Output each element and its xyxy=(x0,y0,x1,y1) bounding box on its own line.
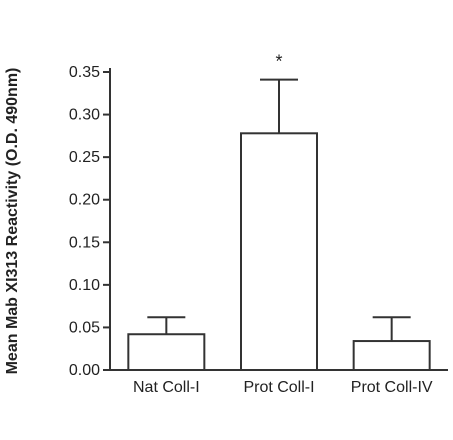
y-tick-label: 0.10 xyxy=(69,277,100,294)
annotations: * xyxy=(275,52,282,72)
x-tick-labels: Nat Coll-I Prot Coll-I Prot Coll-IV xyxy=(133,379,433,396)
bar xyxy=(240,132,318,371)
y-axis-title-group: Mean Mab XI313 Reactivity (O.D. 490nm) xyxy=(4,68,21,375)
y-tick-label: 0.30 xyxy=(69,107,100,124)
y-tick-label: 0.20 xyxy=(69,192,100,209)
significance-marker: * xyxy=(275,52,282,72)
y-tick-label: 0.05 xyxy=(69,319,100,336)
x-tick-label: Prot Coll-I xyxy=(243,379,314,396)
bars xyxy=(127,132,431,371)
y-tick-label: 0.00 xyxy=(69,362,100,379)
y-axis-title: Mean Mab XI313 Reactivity (O.D. 490nm) xyxy=(4,68,21,375)
y-tick-label: 0.35 xyxy=(69,64,100,81)
error-bars xyxy=(147,78,411,342)
y-tick-label: 0.15 xyxy=(69,234,100,251)
x-tick-label: Prot Coll-IV xyxy=(351,379,433,396)
y-ticks: 0.00 0.05 0.10 0.15 0.20 0.25 0.30 0.35 xyxy=(69,64,110,379)
y-tick-label: 0.25 xyxy=(69,149,100,166)
bar xyxy=(352,340,431,371)
x-tick-label: Nat Coll-I xyxy=(133,379,200,396)
bar xyxy=(127,333,206,371)
